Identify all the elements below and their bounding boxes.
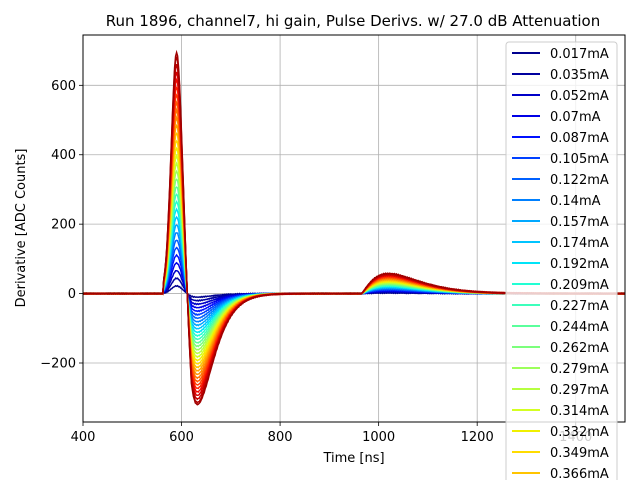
legend-label: 0.017mA [550,47,609,62]
x-tick-label: 400 [71,430,96,445]
legend-label: 0.157mA [550,215,609,230]
legend-label: 0.209mA [550,278,609,293]
x-tick-label: 600 [169,430,194,445]
legend-label: 0.227mA [550,299,609,314]
legend-label: 0.14mA [550,194,601,209]
y-tick-label: −200 [40,356,76,371]
legend-label: 0.314mA [550,404,609,419]
x-tick-label: 1000 [362,430,395,445]
plot-frame [82,34,626,423]
y-tick-label: 400 [51,148,76,163]
legend-label: 0.052mA [550,89,609,104]
legend-label: 0.122mA [550,173,609,188]
legend-label: 0.174mA [550,236,609,251]
legend-label: 0.105mA [550,152,609,167]
x-tick-label: 800 [268,430,293,445]
y-axis-title: Derivative [ADC Counts] [14,149,29,308]
legend-label: 0.332mA [550,425,609,440]
legend-label: 0.279mA [550,362,609,377]
legend-label: 0.262mA [550,341,609,356]
chart-title: Run 1896, channel7, hi gain, Pulse Deriv… [106,12,600,30]
legend: 0.017mA 0.035mA 0.052mA 0.07mA 0.087mA 0.105m… [505,41,618,480]
y-tick-label: 600 [51,79,76,94]
legend-label: 0.366mA [550,467,609,480]
x-axis-title: Time [ns] [322,451,384,466]
y-tick-label: 200 [51,218,76,233]
legend-box [505,41,618,480]
legend-label: 0.192mA [550,257,609,272]
legend-label: 0.07mA [550,110,601,125]
legend-label: 0.349mA [550,446,609,461]
legend-label: 0.244mA [550,320,609,335]
y-tick-label: 0 [68,287,76,302]
legend-label: 0.297mA [550,383,609,398]
legend-label: 0.087mA [550,131,609,146]
x-tick-label: 1200 [461,430,494,445]
legend-label: 0.035mA [550,68,609,83]
